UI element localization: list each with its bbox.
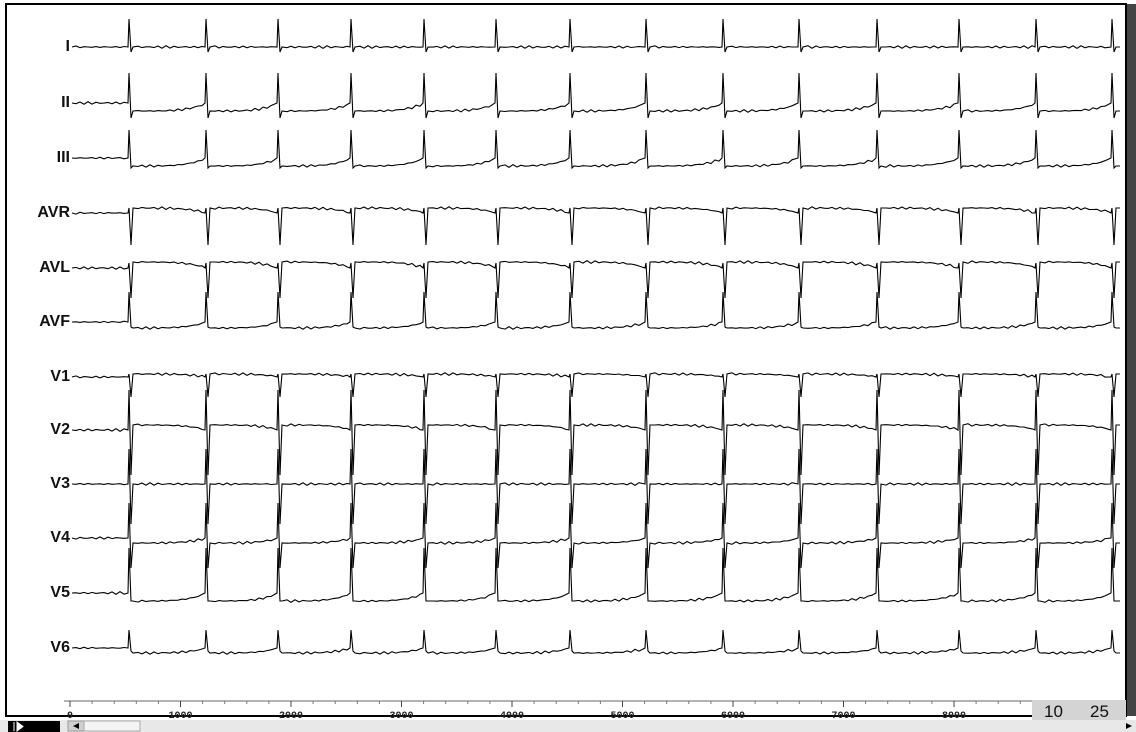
ecg-trace: [71, 72, 1120, 119]
lead-label: I: [66, 38, 70, 55]
ecg-trace: [71, 502, 1120, 569]
lead-label: V1: [50, 368, 70, 385]
time-tick-label: 3000: [389, 711, 413, 722]
ecg-trace: [71, 629, 1120, 655]
scroll-thumb[interactable]: [83, 720, 141, 732]
ecg-trace: [71, 372, 1120, 398]
play-icon: [13, 721, 24, 732]
lead-label: III: [57, 149, 70, 166]
time-tick-label: 1000: [168, 711, 192, 722]
right-arrow[interactable]: [1126, 723, 1132, 729]
left-arrow: [73, 723, 79, 729]
ecg-trace: [71, 260, 1120, 299]
lead-label: AVF: [39, 313, 70, 330]
time-tick-label: 2000: [279, 711, 303, 722]
ecg-trace: [71, 206, 1120, 246]
time-ruler: 0 1000 2000 3000 4000 5000 6000 7000 8000: [64, 700, 1032, 722]
time-tick-label: 8000: [942, 711, 966, 722]
lead-label: V3: [50, 475, 70, 492]
lead-label: AVR: [37, 204, 70, 221]
ecg-trace: [71, 129, 1120, 170]
time-tick-label: 6000: [721, 711, 745, 722]
time-tick-label: 7000: [831, 711, 855, 722]
side-edge: [1127, 4, 1136, 716]
scrollbar[interactable]: [0, 720, 1136, 732]
status-box: [1032, 700, 1126, 720]
speed-label: 10: [1044, 702, 1063, 721]
lead-label: V4: [50, 529, 70, 546]
time-tick-label: 0: [67, 711, 73, 722]
lead-label: V2: [50, 421, 70, 438]
ecg-trace: [71, 448, 1120, 525]
lead-label: V5: [50, 584, 70, 601]
ecg-trace: [71, 291, 1120, 330]
lead-label: V6: [50, 639, 70, 656]
ecg-trace: [71, 389, 1120, 476]
lead-label: II: [61, 94, 70, 111]
lead-label: AVL: [39, 259, 70, 276]
play-button[interactable]: [8, 721, 60, 732]
gain-label: 25: [1090, 702, 1109, 721]
time-tick-label: 4000: [500, 711, 524, 722]
ecg-trace: [71, 18, 1120, 53]
ecg-trace: [71, 547, 1120, 603]
time-tick-label: 5000: [610, 711, 634, 722]
